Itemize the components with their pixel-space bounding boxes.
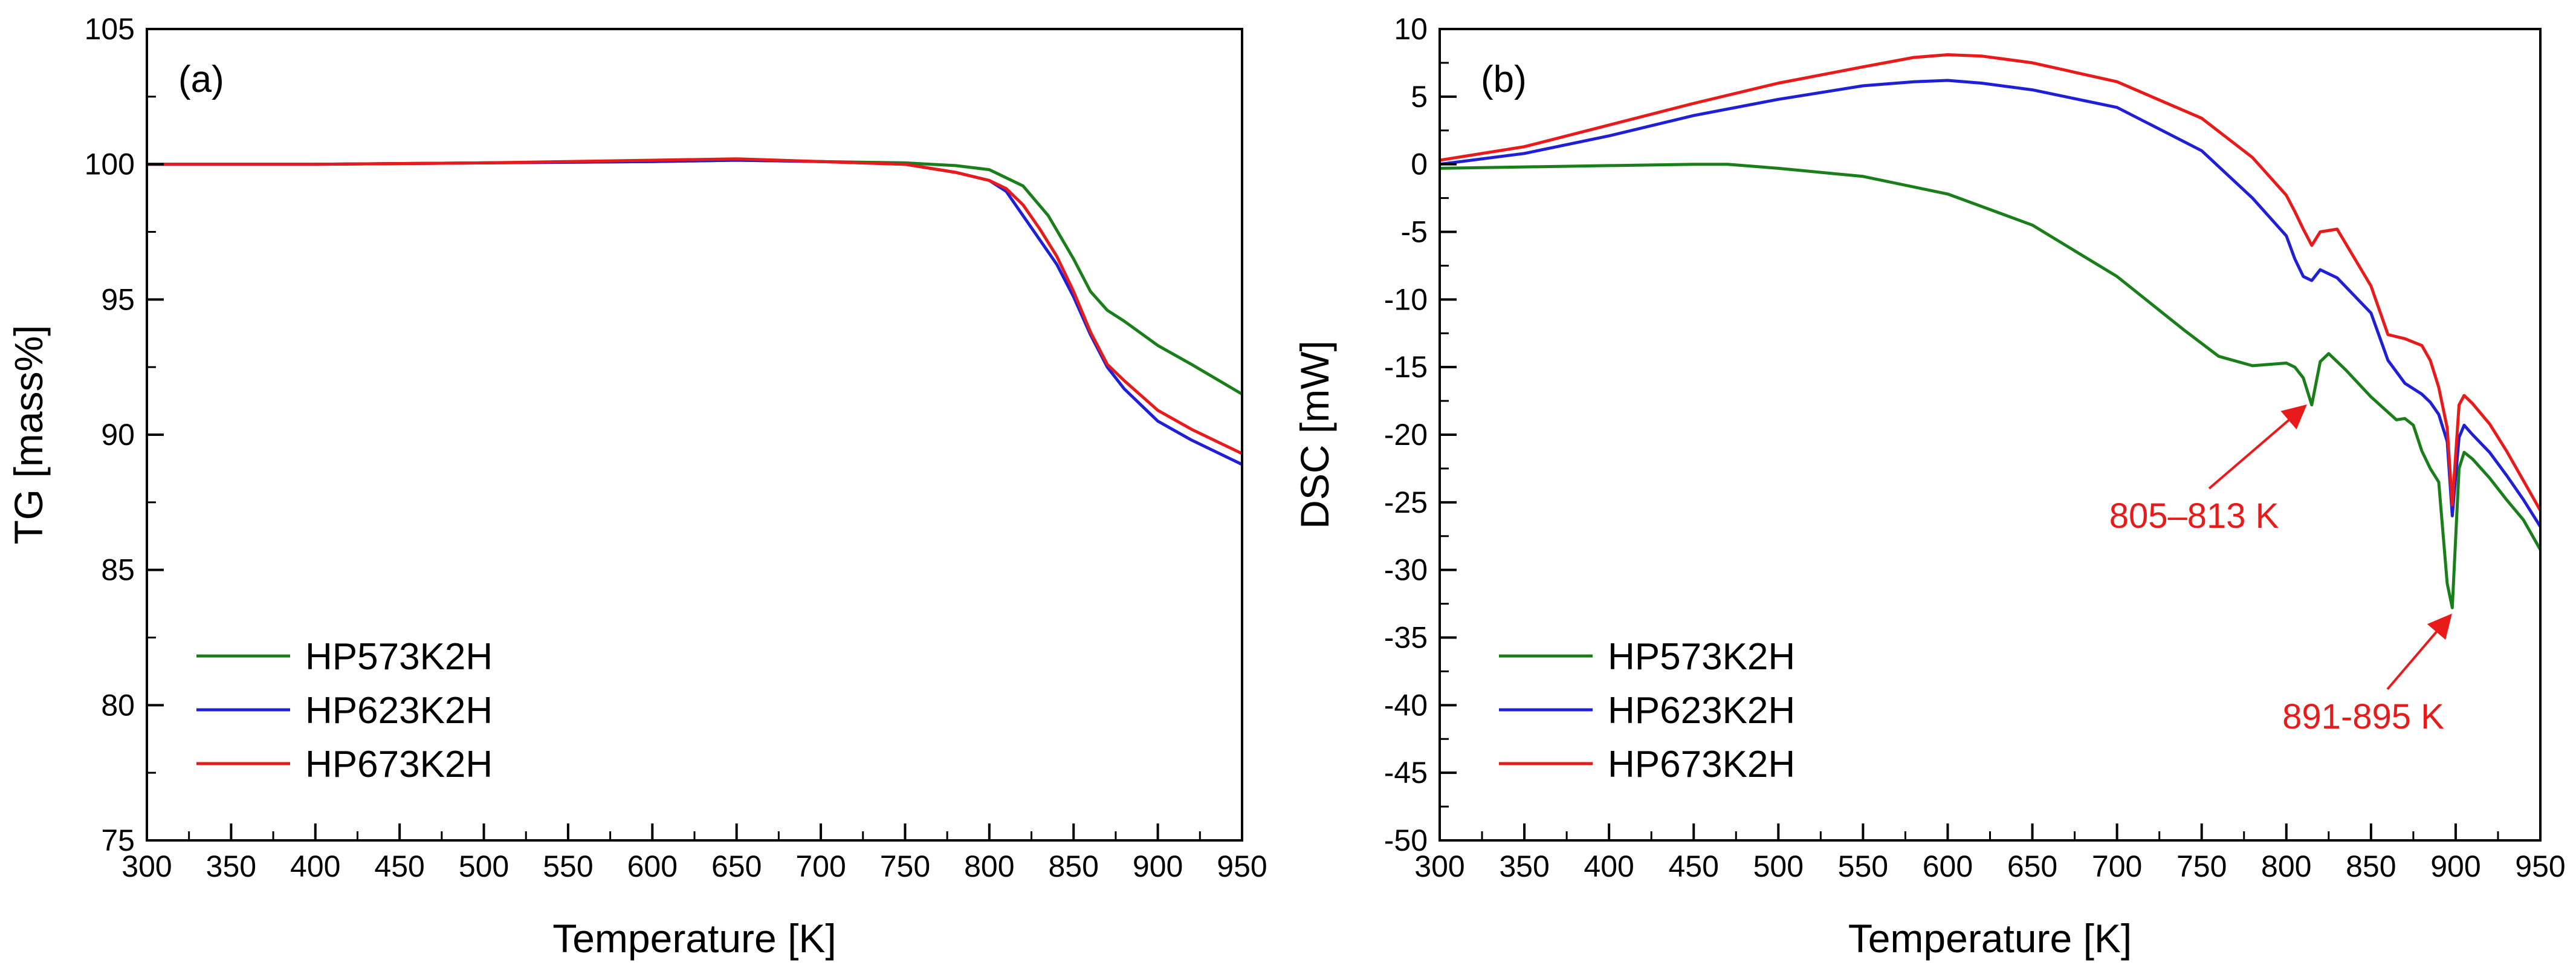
x-tick-label: 300	[121, 849, 172, 883]
chart-panel-b: 300 350 400 450 500 550 600 650 700 750 800 850 900 9…	[1292, 12, 2566, 961]
x-tick-label: 850	[1049, 849, 1099, 883]
y-tick-label: -25	[1384, 485, 1428, 519]
y-tick-label: -50	[1384, 823, 1428, 857]
y-tick-label: -15	[1384, 350, 1428, 384]
panel-label: (b)	[1481, 59, 1527, 100]
panel-label: (a)	[178, 59, 224, 100]
series-line-hp673k2h	[147, 157, 1242, 455]
x-tick-label: 700	[2092, 849, 2142, 883]
legend: HP573K2H HP623K2H HP673K2H	[1499, 636, 1795, 785]
legend-label: HP573K2H	[1608, 636, 1795, 678]
x-tick-label: 350	[206, 849, 256, 883]
annotation-label: 805–813 K	[2109, 496, 2279, 536]
y-axis-title: TG [mass%]	[6, 325, 51, 544]
x-tick-label: 800	[964, 849, 1014, 883]
y-tick-label: -35	[1384, 621, 1428, 655]
y-tick-label: 10	[1394, 12, 1428, 46]
y-tick-label: 100	[85, 148, 135, 181]
y-tick-label: 5	[1411, 80, 1428, 114]
y-tick-label: 80	[101, 688, 135, 722]
x-axis-title: Temperature [K]	[552, 916, 837, 961]
x-tick-label: 900	[2430, 849, 2481, 883]
x-tick-label: 500	[1753, 849, 1804, 883]
series-line-hp623k2h	[1440, 79, 2540, 528]
annotation-arrow	[2208, 404, 2307, 490]
x-tick-label: 400	[1584, 849, 1634, 883]
legend: HP573K2H HP623K2H HP673K2H	[196, 636, 493, 785]
chart-panel-a: 300 350 400 450 500 550 600 650 700 750 800 850 900 9…	[6, 12, 1267, 961]
y-tick-label: -20	[1384, 418, 1428, 452]
y-tick-label: -30	[1384, 553, 1428, 587]
y-tick-label: 105	[85, 12, 135, 46]
y-tick-label: -10	[1384, 282, 1428, 316]
legend-label: HP573K2H	[305, 636, 493, 678]
y-tick-label: 0	[1411, 148, 1428, 181]
annotation-arrow	[2386, 613, 2452, 690]
x-tick-label: 950	[1217, 849, 1267, 883]
x-tick-label: 950	[2515, 849, 2565, 883]
y-tick-label: 85	[101, 553, 135, 587]
x-tick-label: 650	[2007, 849, 2057, 883]
x-tick-label: 600	[627, 849, 678, 883]
x-axis-title: Temperature [K]	[1848, 916, 2132, 961]
x-tick-label: 750	[880, 849, 930, 883]
x-tick-label: 550	[1838, 849, 1888, 883]
y-tick-label: 90	[101, 418, 135, 452]
y-tick-label: -40	[1384, 688, 1428, 722]
x-tick-label: 400	[290, 849, 340, 883]
series-line-hp573k2h	[1440, 163, 2540, 609]
legend-label: HP623K2H	[305, 690, 493, 732]
legend-label: HP673K2H	[1608, 744, 1795, 785]
x-tick-label: 700	[795, 849, 846, 883]
x-tick-label: 300	[1414, 849, 1464, 883]
y-tick-label: -5	[1401, 215, 1428, 249]
x-tick-label: 550	[543, 849, 593, 883]
y-tick-label: 95	[101, 282, 135, 316]
y-axis-title: DSC [mW]	[1292, 340, 1337, 529]
series-line-hp573k2h	[147, 158, 1242, 396]
legend-label: HP623K2H	[1608, 690, 1795, 732]
annotation-label: 891-895 K	[2282, 697, 2444, 736]
y-tick-label: -45	[1384, 756, 1428, 790]
x-tick-label: 600	[1923, 849, 1973, 883]
x-tick-label: 500	[459, 849, 509, 883]
x-tick-label: 850	[2346, 849, 2396, 883]
x-tick-label: 650	[711, 849, 762, 883]
legend-label: HP673K2H	[305, 744, 493, 785]
y-tick-label: 75	[101, 823, 135, 857]
series-line-hp673k2h	[1440, 53, 2540, 511]
x-tick-label: 350	[1499, 849, 1549, 883]
x-tick-label: 800	[2261, 849, 2311, 883]
series-line-hp623k2h	[147, 158, 1242, 466]
x-tick-label: 450	[1669, 849, 1719, 883]
x-tick-label: 750	[2176, 849, 2227, 883]
x-tick-label: 900	[1133, 849, 1183, 883]
x-tick-label: 450	[374, 849, 424, 883]
